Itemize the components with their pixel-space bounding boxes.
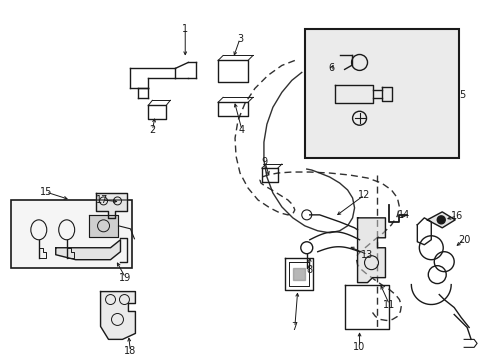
Text: 9: 9 [261,157,267,167]
Text: 16: 16 [450,211,462,221]
Text: 11: 11 [383,300,395,310]
Text: 13: 13 [361,250,373,260]
Polygon shape [427,212,454,228]
Text: 6: 6 [328,63,334,73]
Text: 15: 15 [40,187,52,197]
Text: 17: 17 [96,195,108,205]
Polygon shape [357,218,385,283]
Text: 1: 1 [182,24,188,33]
Text: 7: 7 [291,323,297,332]
Text: 19: 19 [119,273,131,283]
Polygon shape [292,268,304,280]
Polygon shape [95,193,127,218]
Text: 5: 5 [458,90,464,100]
Text: 10: 10 [353,342,365,352]
Bar [11,200,132,268]
Polygon shape [56,240,120,260]
Text: 12: 12 [358,190,370,200]
Text: 4: 4 [239,125,244,135]
Polygon shape [88,215,118,237]
Text: 3: 3 [237,33,243,44]
Text: 20: 20 [457,235,469,245]
Polygon shape [101,292,135,339]
Text: 18: 18 [124,346,136,356]
Circle shape [436,216,444,224]
Text: 14: 14 [397,210,409,220]
Bar [304,28,458,158]
Text: 2: 2 [149,125,155,135]
Text: 8: 8 [306,265,312,275]
